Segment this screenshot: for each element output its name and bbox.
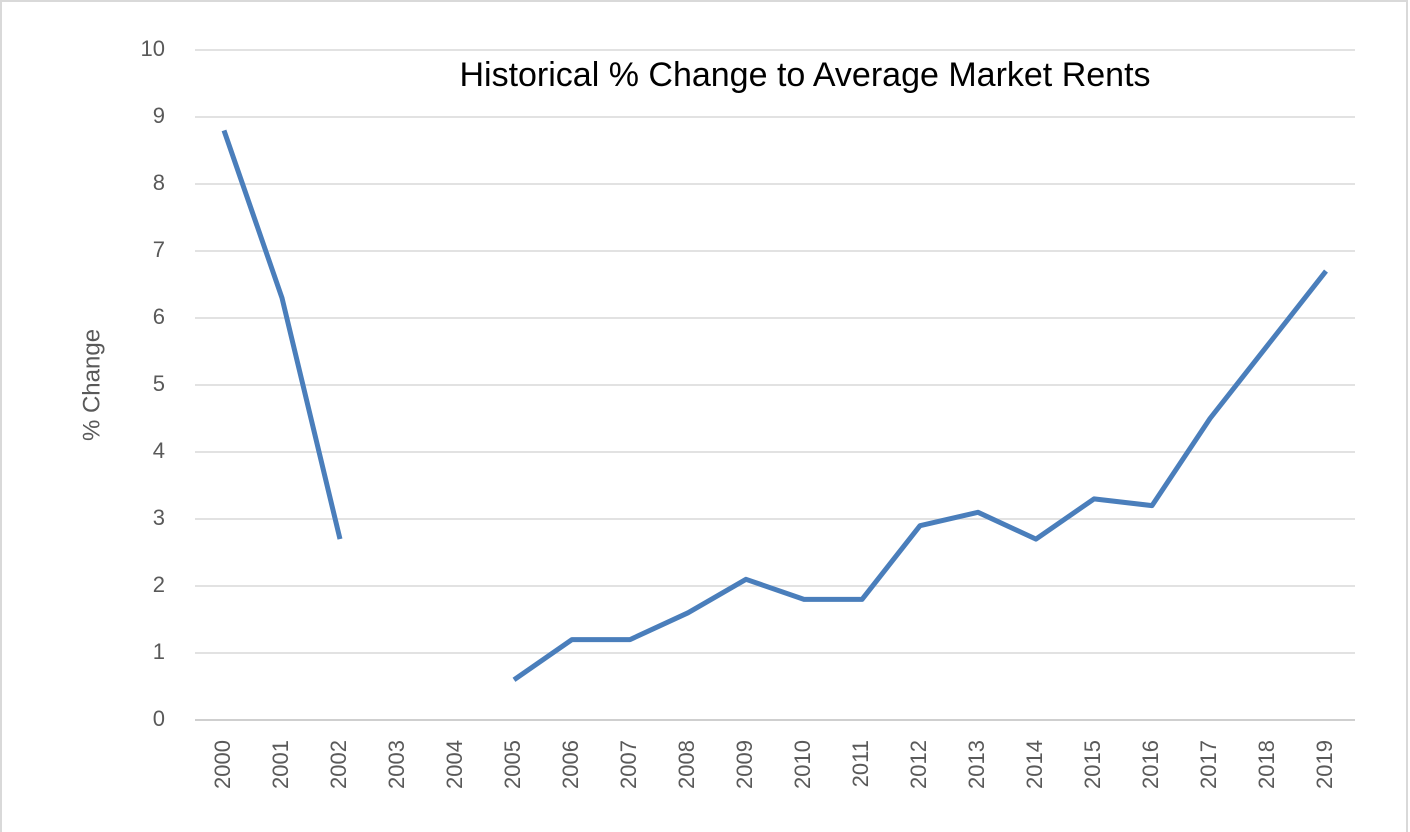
x-tick-label: 2001	[268, 740, 293, 789]
x-tick-label: 2011	[848, 740, 873, 787]
x-tick-label: 2008	[674, 740, 699, 789]
y-axis-label: % Change	[78, 329, 105, 441]
x-tick-label: 2013	[964, 740, 989, 789]
x-tick-label: 2005	[500, 740, 525, 789]
x-tick-label: 2017	[1196, 740, 1221, 789]
x-tick-label: 2014	[1022, 740, 1047, 789]
y-tick-label: 6	[153, 304, 165, 329]
x-tick-label: 2006	[558, 740, 583, 789]
x-tick-label: 2016	[1138, 740, 1163, 789]
x-tick-label: 2009	[732, 740, 757, 789]
x-tick-label: 2003	[384, 740, 409, 789]
x-tick-label: 2007	[616, 740, 641, 789]
y-tick-label: 3	[153, 505, 165, 530]
y-tick-label: 9	[153, 103, 165, 128]
y-tick-label: 7	[153, 237, 165, 262]
line	[221, 129, 1328, 682]
y-tick-label: 10	[141, 36, 165, 61]
y-tick-label: 8	[153, 170, 165, 195]
x-tick-label: 2012	[906, 740, 931, 789]
x-tick-label: 2002	[326, 740, 351, 789]
y-tick-label: 0	[153, 706, 165, 731]
x-tick-label: 2010	[790, 740, 815, 789]
x-tick-label: 2015	[1080, 740, 1105, 789]
y-tick-label: 2	[153, 572, 165, 597]
chart-title: Historical % Change to Average Market Re…	[459, 56, 1150, 94]
y-tick-label: 5	[153, 371, 165, 396]
x-tick-label: 2000	[210, 740, 235, 789]
x-tick-label: 2019	[1312, 740, 1337, 789]
x-tick-label: 2004	[442, 740, 467, 789]
x-tick-label: 2018	[1254, 740, 1279, 789]
y-tick-label: 4	[153, 438, 165, 463]
y-tick-label: 1	[153, 639, 165, 664]
